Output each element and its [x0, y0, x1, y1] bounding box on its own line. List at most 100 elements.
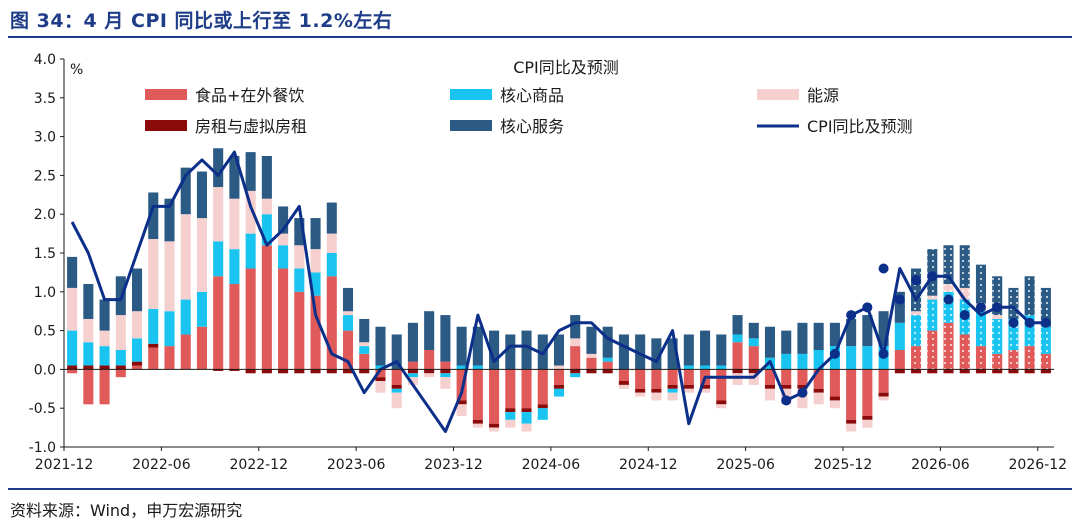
bar-energy	[180, 214, 191, 300]
title-divider	[8, 36, 1072, 38]
bar-core-goods	[245, 233, 256, 269]
bar-core-services	[813, 322, 824, 350]
x-tick-label: 2023-06	[327, 457, 386, 473]
bar-food	[781, 369, 792, 385]
bar-core-goods	[180, 299, 191, 335]
bar-housing	[586, 369, 597, 374]
cpi-marker	[862, 302, 873, 313]
bar-housing	[651, 388, 662, 393]
bar-housing	[375, 377, 386, 382]
x-tick-label: 2026-12	[1009, 457, 1068, 473]
bar-core-services	[67, 256, 78, 288]
bar-energy	[700, 388, 711, 393]
bar-food	[196, 326, 207, 370]
x-tick-label: 2025-06	[716, 457, 775, 473]
bar-core-goods	[375, 365, 386, 370]
bar-food	[813, 369, 824, 389]
bar-housing	[213, 369, 224, 371]
bar-core-services	[310, 218, 321, 250]
bar-core-services	[424, 311, 435, 350]
bar-core-goods	[213, 241, 224, 277]
bar-core-goods	[342, 315, 354, 331]
bar-core-services	[829, 322, 840, 347]
bar-core-goods	[326, 253, 337, 277]
bar-core-goods-forecast-pattern	[943, 291, 954, 323]
x-tick-label: 2021-12	[35, 457, 94, 473]
bar-core-goods	[229, 249, 240, 285]
x-tick-label: 2024-12	[619, 457, 678, 473]
bar-housing	[618, 381, 629, 385]
y-tick-label: 1.5	[34, 246, 56, 262]
bar-housing	[764, 384, 776, 389]
bar-energy	[278, 233, 289, 246]
bar-core-goods	[732, 334, 743, 343]
bar-core-services	[846, 318, 857, 347]
bar-core-services	[440, 315, 451, 362]
bar-housing	[553, 384, 565, 389]
bar-core-goods-forecast-pattern	[927, 299, 938, 331]
bar-housing	[294, 369, 305, 374]
bar-housing	[472, 419, 483, 424]
bar-energy	[732, 373, 743, 385]
bar-food	[99, 369, 110, 405]
bar-core-services	[342, 287, 354, 312]
bar-energy	[359, 342, 370, 347]
bar-core-services	[732, 315, 743, 335]
bar-core-services	[635, 334, 646, 370]
bar-core-services	[132, 268, 143, 312]
bar-housing	[245, 369, 256, 374]
bar-food	[894, 350, 905, 370]
bar-food	[294, 291, 305, 370]
cpi-forecast-marker	[943, 294, 954, 305]
bar-core-goods	[683, 365, 694, 370]
bar-housing	[521, 408, 532, 413]
bar-core-services-forecast-pattern	[992, 276, 1003, 316]
bar-food	[310, 295, 321, 370]
bar-food	[570, 346, 581, 370]
bar-housing	[67, 365, 78, 370]
legend-food-label: 食品+在外餐饮	[195, 86, 304, 105]
bar-housing	[489, 423, 500, 428]
bar-housing	[716, 400, 727, 405]
bar-food	[424, 350, 435, 370]
bar-core-services	[164, 198, 175, 242]
y-tick-label: -0.5	[29, 401, 56, 417]
bar-core-goods	[391, 388, 402, 393]
bar-housing	[310, 369, 321, 374]
bar-energy	[618, 384, 629, 389]
bar-food	[748, 346, 759, 370]
bar-core-services-forecast-pattern	[943, 245, 954, 285]
bar-core-goods	[83, 342, 94, 366]
bar-food	[489, 369, 500, 424]
bar-energy-forecast-pattern	[927, 295, 938, 300]
cpi-forecast-marker	[878, 263, 889, 274]
bar-core-goods	[553, 388, 565, 397]
bar-core-goods	[862, 346, 873, 370]
bar-core-goods	[115, 350, 126, 366]
bar-housing	[505, 408, 516, 413]
x-tick-label: 2025-12	[814, 457, 873, 473]
bar-core-services	[294, 218, 305, 246]
cpi-forecast-marker	[1024, 317, 1035, 328]
y-tick-label: 0.5	[34, 324, 56, 340]
bar-core-goods	[602, 357, 613, 362]
bar-energy	[148, 239, 159, 309]
y-tick-label: 2.0	[34, 207, 56, 223]
bar-energy	[489, 427, 500, 432]
bar-energy	[132, 311, 143, 339]
bar-core-services	[391, 334, 402, 370]
bar-core-goods-forecast-pattern	[1024, 315, 1035, 347]
bar-core-goods	[537, 408, 548, 420]
bar-food	[797, 369, 808, 385]
bar-housing	[115, 365, 126, 370]
bar-energy	[164, 241, 175, 312]
footer-divider	[8, 488, 1072, 490]
bar-housing	[99, 365, 110, 370]
bar-core-goods	[310, 272, 321, 296]
bar-core-goods	[67, 330, 78, 366]
bar-energy	[245, 190, 256, 234]
bar-food	[716, 369, 727, 401]
bar-energy	[115, 315, 126, 350]
bar-food	[862, 369, 873, 416]
bar-food	[213, 276, 224, 370]
